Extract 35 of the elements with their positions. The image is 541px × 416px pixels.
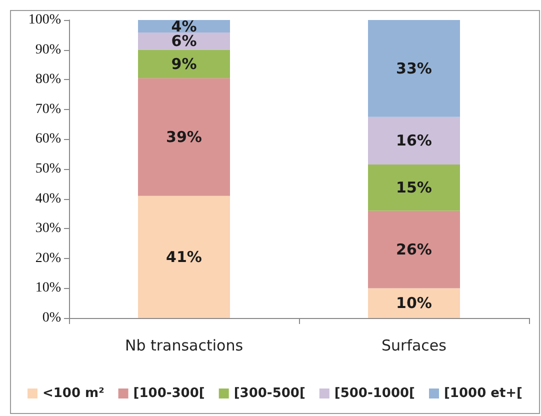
y-tick-label: 30% xyxy=(35,221,62,236)
y-tick-label: 10% xyxy=(35,280,62,296)
legend-label: [100-300[ xyxy=(133,386,205,401)
data-label: 39% xyxy=(166,128,202,146)
data-label: 26% xyxy=(396,240,432,258)
y-tick-label: 20% xyxy=(35,250,62,266)
bar xyxy=(368,116,460,165)
y-tick-label: 100% xyxy=(28,12,62,28)
legend-label: [300-500[ xyxy=(234,386,306,401)
data-label: 15% xyxy=(396,178,432,197)
y-tick-label: 50% xyxy=(35,162,62,176)
bar xyxy=(368,210,460,288)
bar xyxy=(138,196,230,318)
bar xyxy=(138,50,230,78)
bar xyxy=(368,164,460,211)
data-label: 41% xyxy=(166,248,202,266)
x-tick-label: Surfaces xyxy=(382,336,447,354)
bar xyxy=(368,288,460,318)
data-label: 16% xyxy=(396,132,432,150)
legend-label: <100 m² xyxy=(42,386,104,401)
y-tick-label: 60% xyxy=(35,132,62,147)
bar xyxy=(138,32,230,50)
legend-label: [500-1000[ xyxy=(334,386,416,401)
y-tick-label: 40% xyxy=(35,191,62,206)
bar xyxy=(138,78,230,196)
y-tick-label: 0% xyxy=(42,310,62,326)
data-label: 33% xyxy=(396,59,432,78)
data-label: 10% xyxy=(396,294,432,312)
y-tick-label: 80% xyxy=(35,72,62,88)
y-tick-label: 70% xyxy=(35,102,62,117)
bar xyxy=(368,20,460,117)
legend-label: [1000 et+[ xyxy=(444,386,523,401)
data-label: 9% xyxy=(171,54,197,73)
y-tick-label: 90% xyxy=(35,42,62,58)
x-tick-label: Nb transactions xyxy=(124,336,244,354)
